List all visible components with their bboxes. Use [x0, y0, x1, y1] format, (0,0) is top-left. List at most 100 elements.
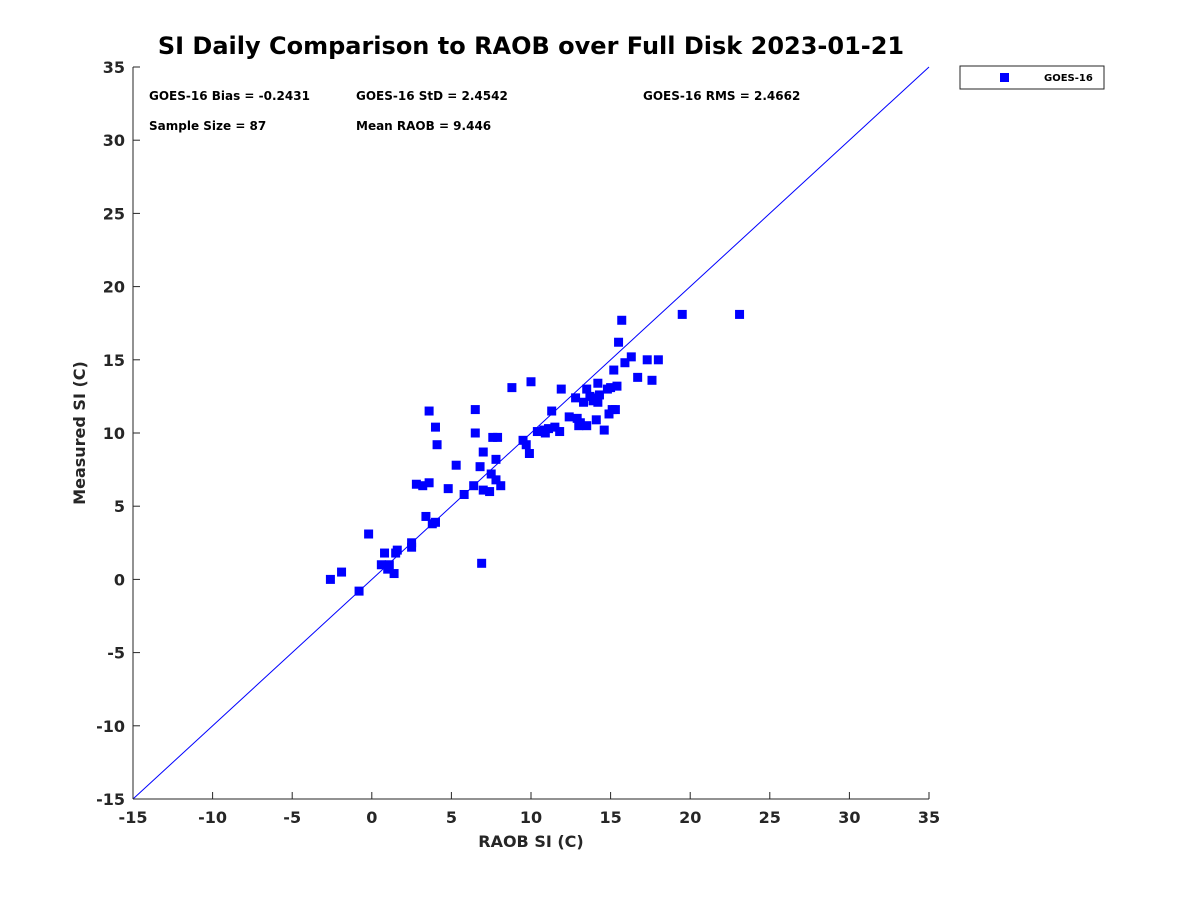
data-point [550, 422, 560, 432]
x-tick-label: 25 [759, 808, 781, 827]
data-point [384, 560, 394, 570]
data-point [337, 567, 347, 577]
data-point [470, 405, 480, 415]
y-tick-label: 5 [114, 497, 125, 516]
x-tick-label: 10 [520, 808, 542, 827]
stat-bias: GOES-16 Bias = -0.2431 [149, 89, 310, 103]
data-point [389, 569, 399, 579]
data-point [594, 390, 604, 400]
data-point [653, 355, 663, 365]
data-point [478, 485, 488, 495]
data-point [599, 425, 609, 435]
y-tick-label: 15 [103, 351, 125, 370]
stat-std: GOES-16 StD = 2.4542 [356, 89, 508, 103]
data-point [411, 479, 421, 489]
data-point [470, 428, 480, 438]
data-point [544, 424, 554, 434]
x-tick-label: 30 [838, 808, 860, 827]
data-point [524, 448, 534, 458]
data-point [610, 405, 620, 415]
x-tick-label: 20 [679, 808, 701, 827]
legend-box [959, 65, 1105, 90]
data-point [477, 558, 487, 568]
x-tick-label: 35 [918, 808, 940, 827]
y-tick-label: 25 [103, 204, 125, 223]
x-tick-label: 5 [446, 808, 457, 827]
data-point [579, 397, 589, 407]
data-point [488, 432, 498, 442]
data-point [424, 478, 434, 488]
data-point [582, 384, 592, 394]
data-point [582, 421, 592, 431]
y-tick-label: -15 [96, 790, 125, 809]
data-point [469, 481, 479, 491]
data-point [459, 489, 469, 499]
data-point [478, 447, 488, 457]
data-point [376, 560, 386, 570]
data-point [609, 365, 619, 375]
y-tick-label: 10 [103, 424, 125, 443]
data-point [418, 481, 428, 491]
x-tick-label: 0 [366, 808, 377, 827]
data-point [392, 545, 402, 555]
data-point [485, 487, 495, 497]
data-point [555, 427, 565, 437]
data-point [591, 415, 601, 425]
y-tick-label: -5 [107, 644, 125, 663]
y-tick-label: 0 [114, 570, 125, 589]
y-tick-label: 35 [103, 58, 125, 77]
data-point [647, 375, 657, 385]
data-point [547, 406, 557, 416]
y-tick-label: -10 [96, 717, 125, 736]
y-axis-ticks: -15 -10 -5 0 5 10 15 20 25 30 35 [96, 58, 140, 809]
data-point [571, 393, 581, 403]
y-axis-label: Measured SI (C) [70, 361, 89, 505]
data-point [364, 529, 374, 539]
data-point [620, 358, 630, 368]
y-tick-label: 30 [103, 131, 125, 150]
data-point [486, 469, 496, 479]
data-point [443, 484, 453, 494]
data-point [507, 383, 517, 393]
data-point [432, 440, 442, 450]
data-point [491, 454, 501, 464]
legend-marker-square-icon [1000, 73, 1009, 82]
data-point [626, 352, 636, 362]
data-point [612, 381, 622, 391]
data-point [521, 440, 531, 450]
data-point [451, 460, 461, 470]
data-point [380, 548, 390, 558]
data-point [407, 538, 417, 548]
data-point [430, 422, 440, 432]
data-point [614, 337, 624, 347]
x-tick-label: 15 [599, 808, 621, 827]
data-point [564, 412, 574, 422]
data-point [430, 517, 440, 527]
chart-title: SI Daily Comparison to RAOB over Full Di… [158, 32, 904, 60]
one-to-one-line [132, 66, 930, 800]
data-point [496, 481, 506, 491]
data-point [526, 377, 536, 387]
data-point [421, 511, 431, 521]
legend-entry-goes-16: GOES-16 [1044, 73, 1093, 84]
data-point [491, 475, 501, 485]
data-point [424, 406, 434, 416]
legend: GOES-16 [959, 65, 1105, 90]
x-axis-ticks: -15 -10 -5 0 5 10 15 20 25 30 35 [119, 792, 940, 827]
stat-mean-raob: Mean RAOB = 9.446 [356, 119, 491, 133]
x-tick-label: -15 [119, 808, 148, 827]
data-point [532, 427, 542, 437]
stat-sample-size: Sample Size = 87 [149, 119, 266, 133]
data-point [642, 355, 652, 365]
x-axis-label: RAOB SI (C) [478, 832, 583, 851]
data-point [325, 574, 335, 584]
data-point [354, 586, 364, 596]
data-point [575, 418, 585, 428]
stat-rms: GOES-16 RMS = 2.4662 [643, 89, 800, 103]
data-point [593, 397, 603, 407]
x-tick-label: -5 [283, 808, 301, 827]
data-point [556, 384, 566, 394]
x-tick-label: -10 [198, 808, 227, 827]
data-points [325, 309, 745, 596]
